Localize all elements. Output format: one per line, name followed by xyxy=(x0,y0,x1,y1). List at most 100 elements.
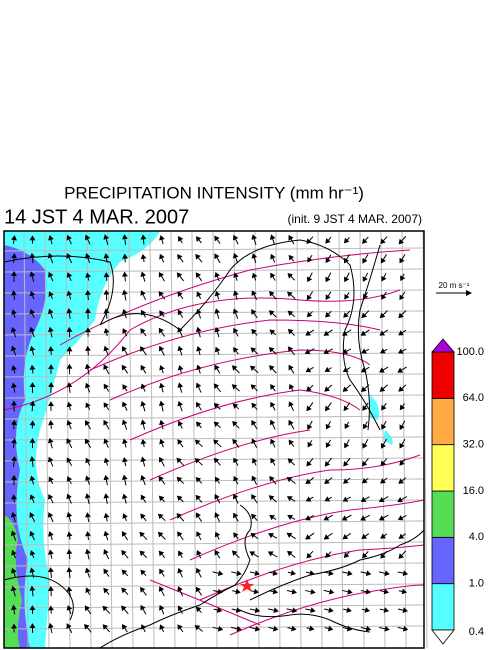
wind-arrowhead xyxy=(291,607,298,614)
wind-arrowhead xyxy=(233,532,239,538)
wind-arrowhead xyxy=(232,234,239,241)
wind-arrowhead xyxy=(195,512,201,519)
wind-arrowhead xyxy=(47,252,54,259)
wind-arrowhead xyxy=(251,475,257,482)
wind-arrowhead xyxy=(324,478,330,484)
wind-arrowhead xyxy=(11,253,17,259)
wind-arrowhead xyxy=(196,364,202,371)
wind-arrowhead xyxy=(195,272,201,278)
wind-arrowhead xyxy=(122,513,128,519)
wind-arrowhead xyxy=(11,290,17,296)
map-frame xyxy=(3,230,425,649)
wind-arrowhead xyxy=(159,364,165,371)
wind-arrowhead xyxy=(287,514,293,521)
wind-arrowhead xyxy=(232,493,239,500)
wind-arrowhead xyxy=(328,607,334,613)
wind-arrowhead xyxy=(158,345,165,352)
wind-arrowhead xyxy=(307,441,313,448)
wind-arrowhead xyxy=(47,326,54,333)
grid-line xyxy=(3,331,425,336)
wind-arrowhead xyxy=(29,252,36,259)
grid-line xyxy=(3,373,425,378)
wind-arrowhead xyxy=(250,347,257,353)
wind-arrowhead xyxy=(140,328,146,334)
wind-arrowhead xyxy=(232,420,238,427)
wind-arrowhead xyxy=(324,496,331,502)
wind-arrowhead xyxy=(287,458,294,464)
wind-arrowhead xyxy=(85,475,91,482)
wind-arrowhead xyxy=(103,474,110,481)
wind-arrowhead xyxy=(159,382,165,389)
wind-arrowhead xyxy=(140,400,147,407)
wind-arrowhead xyxy=(159,604,165,611)
wind-arrowhead xyxy=(177,420,184,427)
wind-arrowhead xyxy=(251,402,257,409)
wind-arrowhead xyxy=(29,437,36,443)
wind-arrowhead xyxy=(196,531,202,537)
wind-arrowhead xyxy=(48,401,54,407)
wind-arrowhead xyxy=(103,289,110,295)
wind-arrowhead xyxy=(195,253,201,260)
wind-arrowhead xyxy=(214,364,220,371)
wind-arrowhead xyxy=(402,570,409,577)
wind-arrowhead xyxy=(379,386,386,392)
wind-arrowhead xyxy=(66,457,72,464)
wind-arrowhead xyxy=(213,421,220,428)
precip-east xyxy=(370,395,393,445)
wind-arrowhead xyxy=(270,457,276,464)
wind-arrowhead xyxy=(47,622,54,629)
wind-arrowhead xyxy=(214,512,220,518)
wind-arrowhead xyxy=(380,533,386,539)
wind-arrowhead xyxy=(103,512,110,519)
wind-arrowhead xyxy=(195,586,201,593)
grid-line xyxy=(359,230,365,649)
wind-arrowhead xyxy=(158,456,165,463)
wind-arrowhead xyxy=(139,550,146,557)
wind-arrowhead xyxy=(48,476,54,483)
wind-arrowhead xyxy=(84,363,91,370)
wind-arrowhead xyxy=(361,478,368,484)
wind-arrowhead xyxy=(66,531,73,537)
grid-line xyxy=(3,352,425,357)
grid-line xyxy=(233,230,239,649)
wind-arrowhead xyxy=(29,530,35,537)
wind-arrowhead xyxy=(158,271,164,278)
wind-arrowhead xyxy=(231,365,238,371)
wind-arrowhead xyxy=(194,625,201,631)
wind-arrowhead xyxy=(380,478,386,484)
wind-arrowhead xyxy=(177,365,184,371)
wind-arrowhead xyxy=(217,588,223,595)
wind-arrowhead xyxy=(177,567,183,574)
wind-arrowhead xyxy=(140,364,146,371)
wind-arrowhead xyxy=(251,513,257,520)
wind-arrowhead xyxy=(267,551,274,557)
wind-arrowhead xyxy=(306,311,313,318)
wind-arrowhead xyxy=(288,383,295,390)
grid-line xyxy=(275,230,281,649)
wind-arrowhead xyxy=(214,253,220,260)
wind-arrowhead xyxy=(362,552,368,559)
wind-arrowhead xyxy=(66,605,73,611)
wind-arrowhead xyxy=(121,587,127,594)
wind-arrowhead xyxy=(235,607,242,613)
wind-arrowhead xyxy=(288,364,294,371)
wind-arrowhead xyxy=(214,476,221,483)
wind-arrowhead xyxy=(251,457,258,464)
wind-arrowhead xyxy=(307,256,313,263)
wind-arrowhead xyxy=(214,493,220,500)
wind-arrowhead xyxy=(103,364,109,370)
colorbar-bin xyxy=(431,583,455,631)
wind-arrowhead xyxy=(121,289,128,295)
wind-arrowhead xyxy=(66,272,73,278)
wind-arrowhead xyxy=(304,348,311,355)
wind-arrowhead xyxy=(66,253,72,259)
wind-arrowhead xyxy=(306,460,312,467)
wind-arrowhead xyxy=(381,424,387,430)
wind-arrowhead xyxy=(103,345,110,352)
wind-arrowhead xyxy=(361,312,367,319)
wind-arrowhead xyxy=(365,570,372,577)
wind-arrowhead xyxy=(140,346,146,352)
wind-arrowhead xyxy=(177,624,183,631)
wind-arrowhead xyxy=(309,570,315,576)
reference-arrow xyxy=(436,290,472,296)
